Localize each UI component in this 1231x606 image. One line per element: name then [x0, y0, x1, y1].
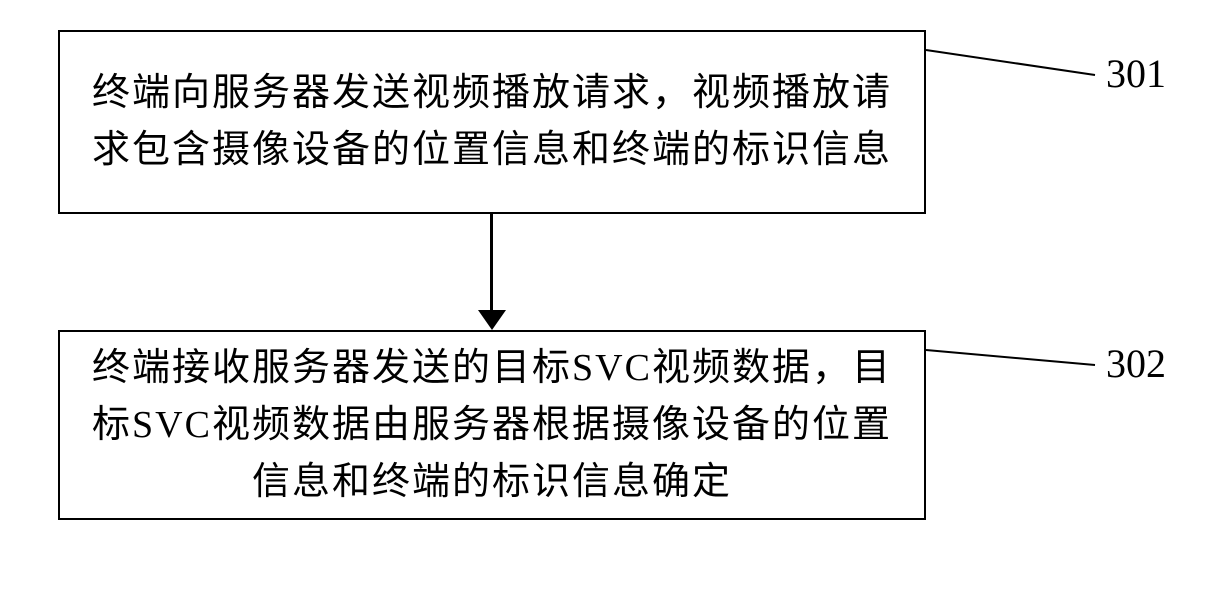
- flow-step-1-text: 终端向服务器发送视频播放请求，视频播放请求包含摄像设备的位置信息和终端的标识信息: [80, 65, 904, 179]
- arrow-head-down-icon: [478, 310, 506, 330]
- flow-step-2: 终端接收服务器发送的目标SVC视频数据，目标SVC视频数据由服务器根据摄像设备的…: [58, 330, 926, 520]
- arrow-shaft: [490, 214, 493, 314]
- flow-step-1: 终端向服务器发送视频播放请求，视频播放请求包含摄像设备的位置信息和终端的标识信息: [58, 30, 926, 214]
- step-number-302: 302: [1106, 340, 1166, 387]
- flow-step-2-text: 终端接收服务器发送的目标SVC视频数据，目标SVC视频数据由服务器根据摄像设备的…: [80, 340, 904, 511]
- step-number-301: 301: [1106, 50, 1166, 97]
